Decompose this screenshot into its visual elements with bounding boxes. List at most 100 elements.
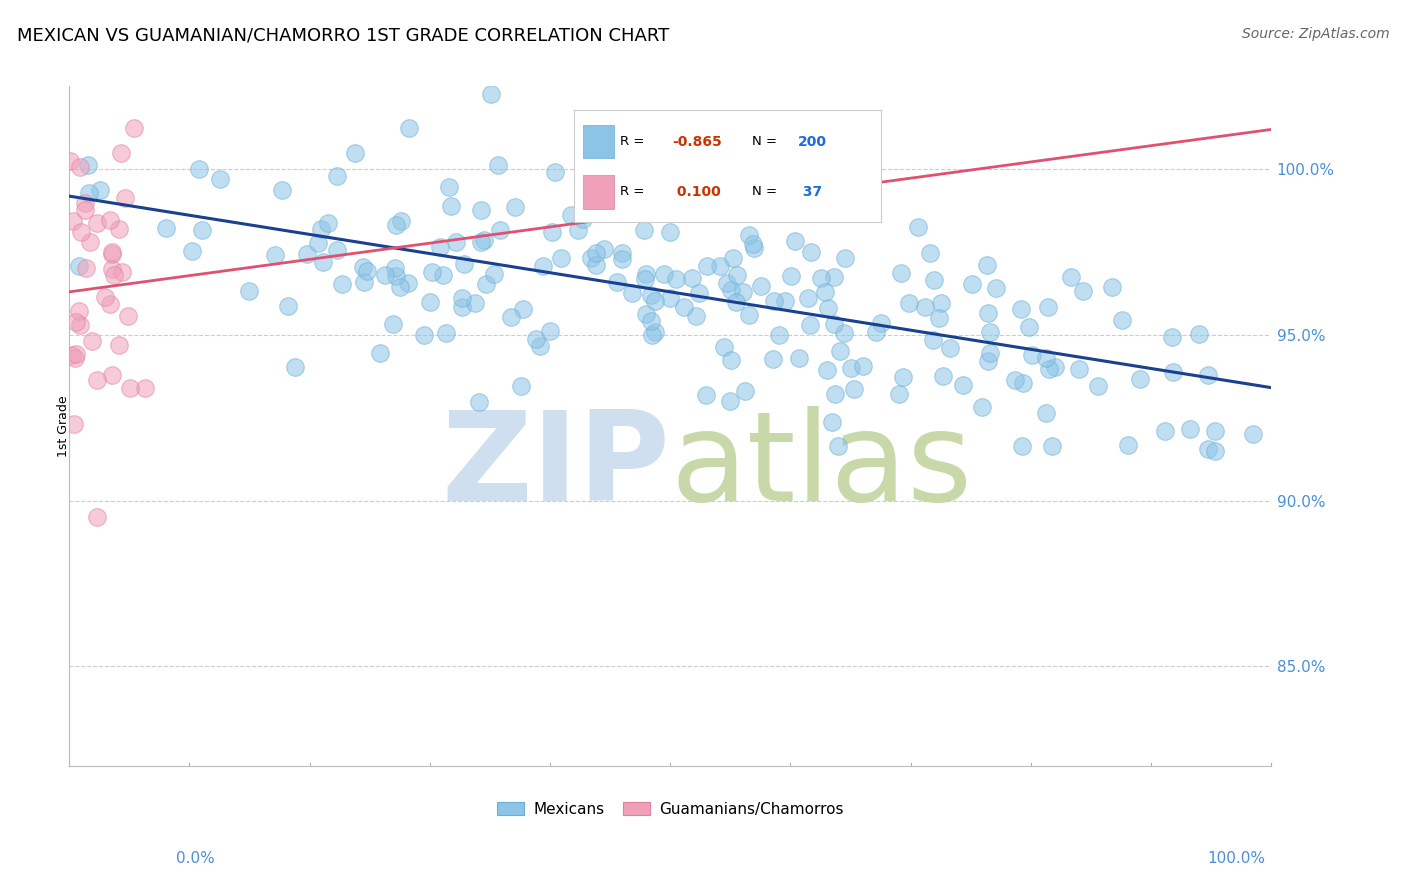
Point — [939, 342, 962, 356]
Point — [1067, 362, 1090, 376]
Point — [67, 260, 90, 274]
Text: ZIP: ZIP — [441, 407, 671, 527]
Point — [914, 300, 936, 314]
Point — [762, 294, 785, 309]
Point — [65, 68, 87, 82]
Point — [1241, 427, 1264, 442]
Point — [1129, 372, 1152, 386]
Point — [316, 216, 339, 230]
Point — [832, 326, 855, 340]
Point — [634, 272, 657, 286]
Point — [768, 327, 790, 342]
Point — [929, 295, 952, 310]
Point — [1010, 302, 1032, 317]
Point — [979, 346, 1001, 360]
Point — [122, 121, 145, 136]
Point — [208, 172, 231, 186]
Point — [1153, 424, 1175, 438]
Point — [815, 363, 838, 377]
Point — [253, 55, 276, 70]
Point — [756, 185, 779, 199]
Point — [834, 252, 856, 266]
Point — [86, 373, 108, 387]
Point — [312, 255, 335, 269]
Point — [695, 388, 717, 402]
Point — [295, 247, 318, 261]
Point — [1101, 280, 1123, 294]
Point — [960, 277, 983, 292]
Point — [103, 268, 125, 283]
Point — [474, 233, 496, 247]
Point — [1060, 269, 1083, 284]
Point — [830, 344, 852, 359]
Point — [94, 290, 117, 304]
Point — [486, 158, 509, 172]
Point — [389, 213, 412, 227]
Point — [434, 326, 457, 340]
Point — [810, 271, 832, 285]
Point — [745, 155, 768, 169]
Point — [1036, 300, 1059, 314]
Point — [1043, 359, 1066, 374]
Point — [77, 158, 100, 172]
Point — [388, 280, 411, 294]
Point — [419, 294, 441, 309]
Point — [270, 182, 292, 196]
Point — [86, 215, 108, 229]
Point — [134, 381, 156, 395]
Point — [451, 301, 474, 315]
Point — [325, 243, 347, 257]
Point — [439, 180, 461, 194]
Point — [531, 260, 554, 274]
Point — [1035, 351, 1057, 366]
Point — [108, 338, 131, 352]
Point — [75, 195, 97, 210]
Point — [783, 235, 806, 249]
Point — [976, 306, 998, 320]
Point — [464, 296, 486, 310]
Point — [779, 268, 801, 283]
Point — [725, 268, 748, 283]
Point — [1163, 365, 1185, 379]
Point — [823, 317, 845, 331]
Point — [644, 293, 666, 308]
Point — [821, 415, 844, 429]
Point — [970, 400, 993, 414]
Point — [787, 351, 810, 365]
Point — [658, 170, 681, 185]
Point — [1018, 319, 1040, 334]
Point — [1178, 422, 1201, 436]
Point — [797, 291, 820, 305]
Point — [560, 209, 582, 223]
Point — [540, 225, 562, 239]
Point — [385, 218, 408, 232]
Point — [470, 235, 492, 250]
Point — [813, 285, 835, 300]
Point — [921, 334, 943, 348]
Point — [1021, 349, 1043, 363]
Point — [1161, 329, 1184, 343]
Point — [644, 326, 666, 340]
Point — [368, 346, 391, 360]
Point — [1197, 368, 1219, 382]
Point — [181, 244, 204, 258]
Point — [681, 271, 703, 285]
Point — [70, 225, 93, 239]
Point — [823, 270, 845, 285]
Point — [696, 259, 718, 273]
Point — [593, 242, 616, 256]
Point — [499, 310, 522, 325]
Point — [550, 252, 572, 266]
Point — [155, 221, 177, 235]
Point — [841, 360, 863, 375]
Point — [284, 360, 307, 375]
Point — [475, 277, 498, 291]
Point — [467, 395, 489, 409]
Text: 100.0%: 100.0% — [1208, 852, 1265, 866]
Point — [636, 307, 658, 321]
Point — [636, 267, 658, 281]
Point — [429, 240, 451, 254]
Point — [107, 221, 129, 235]
Point — [640, 288, 662, 302]
Point — [188, 161, 211, 176]
